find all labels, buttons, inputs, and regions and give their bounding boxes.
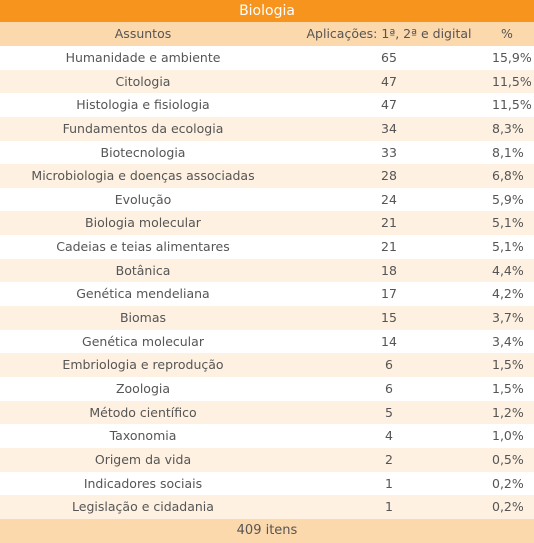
table-row: Taxonomia 4 1,0% [0, 424, 534, 448]
table-row: Genética mendeliana 17 4,2% [0, 282, 534, 306]
table-cell: 21 [381, 239, 397, 255]
table-row: Histologia e fisiologia 47 11,5% [0, 93, 534, 117]
table-cell: 34 [381, 120, 397, 136]
table-cell: Histologia e fisiologia [76, 97, 210, 113]
table-row: Microbiologia e doenças associadas 28 6,8% [0, 164, 534, 188]
table-cell: 1,0% [492, 428, 524, 444]
table-cell: 5,1% [492, 215, 524, 231]
table-cell: 28 [381, 168, 397, 184]
table-cell: 3,7% [492, 310, 524, 326]
table-cell: Humanidade e ambiente [65, 50, 221, 65]
table-cell: Genética molecular [82, 333, 204, 349]
table-cell: 1,2% [492, 404, 524, 420]
table-cell: 5,1% [492, 239, 524, 255]
table-row: Método científico 5 1,2% [0, 400, 534, 425]
header-row: Assuntos Aplicações: 1ª, 2ª e digital % [0, 22, 534, 46]
table-cell: 18 [381, 262, 397, 278]
table-cell: Botânica [115, 262, 171, 278]
table-row: Cadeias e teias alimentares 21 5,1% [0, 235, 534, 259]
header-cell: Aplicações: 1ª, 2ª e digital [306, 26, 472, 41]
table-row: Biotecnologia 33 8,1% [0, 141, 534, 165]
table-row: Fundamentos da ecologia 34 8,3% [0, 116, 534, 141]
table-cell: 47 [381, 73, 397, 89]
table-row: Legislação e cidadania 1 0,2% [0, 495, 534, 519]
table-cell: 5,9% [492, 191, 524, 207]
table-row: Indicadores sociais 1 0,2% [0, 472, 534, 496]
table-cell: 8,1% [492, 144, 524, 160]
table-cell: 6 [385, 380, 393, 396]
table-cell: 5 [385, 404, 393, 420]
table-body: Humanidade e ambiente 65 15,9% Citologia 47 1… [0, 46, 534, 519]
table-cell: Embriologia e reprodução [62, 357, 224, 373]
table-cell: 1,5% [492, 380, 524, 396]
header-cell: Assuntos [114, 26, 172, 41]
table-cell: Método científico [89, 404, 197, 420]
table-cell: Origem da vida [94, 451, 192, 467]
table-cell: 6 [385, 357, 393, 373]
table-cell: Indicadores sociais [83, 475, 203, 491]
table-cell: 4,4% [492, 262, 524, 278]
header-cell: % [501, 26, 513, 41]
table-row: Humanidade e ambiente 65 15,9% [0, 46, 534, 70]
table-row: Biomas 15 3,7% [0, 306, 534, 330]
table-cell: 3,4% [492, 333, 524, 349]
table-cell: 2 [385, 451, 393, 467]
table-row: Citologia 47 11,5% [0, 69, 534, 94]
table-cell: 24 [381, 191, 397, 207]
table-cell: Microbiologia e doenças associadas [31, 168, 255, 184]
table-cell: Citologia [115, 73, 171, 89]
table-footer: 409 itens [0, 519, 534, 543]
table-cell: Fundamentos da ecologia [62, 120, 224, 136]
table-cell: 0,5% [492, 451, 524, 467]
table-cell: 6,8% [492, 168, 524, 184]
table-cell: 1 [385, 475, 393, 491]
table-cell: 8,3% [492, 120, 524, 136]
table-cell: Biomas [119, 310, 167, 326]
table-cell: Zoologia [115, 380, 171, 396]
table-cell: 15,9% [492, 50, 532, 65]
table-cell: 65 [381, 50, 397, 65]
table-cell: 15 [381, 310, 397, 326]
table-cell: 0,2% [492, 499, 524, 515]
table-cell: Taxonomia [109, 428, 177, 444]
table-cell: Cadeias e teias alimentares [56, 239, 230, 255]
table-cell: 1 [385, 499, 393, 515]
table-cell: 11,5% [492, 73, 532, 89]
table-row: Zoologia 6 1,5% [0, 377, 534, 401]
table-cell: 17 [381, 286, 397, 302]
table-title: Biologia [0, 0, 534, 22]
table-cell: 0,2% [492, 475, 524, 491]
table-row: Genética molecular 14 3,4% [0, 330, 534, 354]
table-cell: 47 [381, 97, 397, 113]
table-cell: Evolução [114, 191, 172, 207]
table-cell: Genética mendeliana [76, 286, 210, 302]
table-row: Biologia molecular 21 5,1% [0, 211, 534, 236]
table-row: Botânica 18 4,4% [0, 258, 534, 283]
table-cell: Biotecnologia [100, 144, 186, 160]
table-cell: 4,2% [492, 286, 524, 302]
table-cell: 4 [385, 428, 393, 444]
table-cell: Biologia molecular [85, 215, 201, 231]
table-row: Embriologia e reprodução 6 1,5% [0, 353, 534, 377]
table-cell: 1,5% [492, 357, 524, 373]
table-cell: Legislação e cidadania [72, 499, 214, 515]
table-cell: 21 [381, 215, 397, 231]
table-row: Evolução 24 5,9% [0, 188, 534, 212]
table-cell: 11,5% [492, 97, 532, 113]
table-row: Origem da vida 2 0,5% [0, 447, 534, 472]
table-cell: 14 [381, 333, 397, 349]
table-cell: 33 [381, 144, 397, 160]
